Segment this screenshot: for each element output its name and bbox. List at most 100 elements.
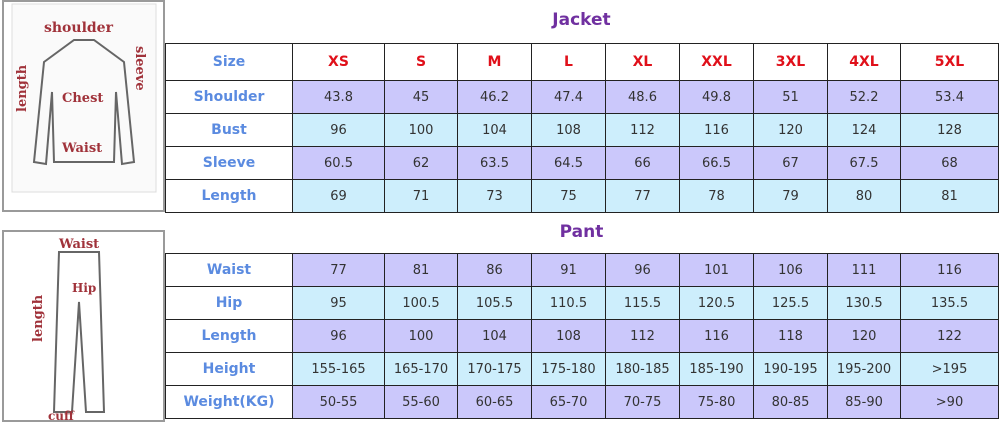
jacket-diagram: shoulder length sleeve Chest Waist [2,0,165,212]
table-cell: 125.5 [753,286,828,320]
size-header-row: Size XS S M L XL XXL 3XL 4XL 5XL [165,43,999,81]
table-row: Weight(KG) 50-55 55-60 60-65 65-70 70-75 75-80… [165,385,999,419]
table-cell: 85-90 [827,385,901,419]
table-cell: 155-165 [292,352,385,386]
table-cell: 75 [531,179,606,213]
table-cell: 62 [384,146,458,180]
table-row: Height 155-165 165-170 170-175 175-180 180-18… [165,352,999,386]
table-cell: 108 [531,319,606,353]
row-label: Waist [165,253,293,287]
table-cell: 128 [900,113,999,147]
table-cell: 70-75 [605,385,680,419]
row-label: Bust [165,113,293,147]
table-cell: 77 [605,179,680,213]
table-cell: 130.5 [827,286,901,320]
table-cell: 112 [605,113,680,147]
table-cell: >195 [900,352,999,386]
table-cell: 64.5 [531,146,606,180]
table-row: Shoulder 43.8 45 46.2 47.4 48.6 49.8 51 52.2 53.4 [165,80,999,114]
row-label: Shoulder [165,80,293,114]
table-cell: 52.2 [827,80,901,114]
table-cell: 120.5 [679,286,754,320]
table-row: Waist 77 81 86 91 96 101 106 111 116 [165,253,999,287]
length-label: length [31,294,46,342]
table-cell: 190-195 [753,352,828,386]
table-cell: 68 [900,146,999,180]
table-cell: 120 [753,113,828,147]
size-l: L [531,43,606,81]
table-row: Length 96 100 104 108 112 116 118 120 122 [165,319,999,353]
pant-title: Pant [559,222,604,242]
table-cell: 180-185 [605,352,680,386]
chest-label: Chest [62,91,103,106]
table-cell: 104 [457,319,532,353]
table-cell: 51 [753,80,828,114]
table-cell: 122 [900,319,999,353]
table-cell: 95 [292,286,385,320]
table-cell: 110.5 [531,286,606,320]
size-xxl: XXL [679,43,754,81]
table-cell: 116 [679,319,754,353]
table-cell: 106 [753,253,828,287]
table-cell: 80-85 [753,385,828,419]
waist-label: Waist [61,141,102,156]
jacket-size-table: Size XS S M L XL XXL 3XL 4XL 5XL Shoulde… [165,43,999,213]
table-cell: 80 [827,179,901,213]
table-cell: 81 [384,253,458,287]
table-cell: 48.6 [605,80,680,114]
table-row: Hip 95 100.5 105.5 110.5 115.5 120.5 125.5 130.5… [165,286,999,320]
table-cell: 104 [457,113,532,147]
row-label: Length [165,319,293,353]
table-cell: 46.2 [457,80,532,114]
table-row: Length 69 71 73 75 77 78 79 80 81 [165,179,999,213]
pant-sketch-icon: Waist length Hip cuff [31,237,106,422]
table-cell: 79 [753,179,828,213]
table-cell: 124 [827,113,901,147]
table-cell: 53.4 [900,80,999,114]
table-cell: 135.5 [900,286,999,320]
table-cell: 100.5 [384,286,458,320]
table-cell: 63.5 [457,146,532,180]
table-cell: 67.5 [827,146,901,180]
table-cell: 100 [384,113,458,147]
table-cell: 81 [900,179,999,213]
size-header: Size [165,43,293,81]
table-cell: 60-65 [457,385,532,419]
table-row: Sleeve 60.5 62 63.5 64.5 66 66.5 67 67.5 68 [165,146,999,180]
size-xs: XS [292,43,385,81]
pant-diagram: Waist length Hip cuff [2,230,165,422]
table-cell: 66 [605,146,680,180]
table-cell: 47.4 [531,80,606,114]
table-cell: 75-80 [679,385,754,419]
table-cell: 91 [531,253,606,287]
table-cell: 45 [384,80,458,114]
table-cell: 170-175 [457,352,532,386]
table-cell: 115.5 [605,286,680,320]
table-cell: 50-55 [292,385,385,419]
table-cell: 43.8 [292,80,385,114]
size-4xl: 4XL [827,43,901,81]
table-cell: 111 [827,253,901,287]
table-cell: 175-180 [531,352,606,386]
table-cell: 67 [753,146,828,180]
table-cell: 96 [292,113,385,147]
pant-size-table: Waist 77 81 86 91 96 101 106 111 116 Hip 95 100.5 105… [165,253,999,419]
table-cell: 101 [679,253,754,287]
table-cell: 86 [457,253,532,287]
table-cell: 112 [605,319,680,353]
table-cell: 71 [384,179,458,213]
hip-label: Hip [72,281,96,295]
table-cell: 66.5 [679,146,754,180]
table-cell: 55-60 [384,385,458,419]
sleeve-label: sleeve [132,46,147,91]
table-cell: 60.5 [292,146,385,180]
table-cell: 185-190 [679,352,754,386]
table-cell: >90 [900,385,999,419]
jacket-sketch-icon: shoulder length sleeve Chest Waist [11,3,157,193]
cuff-label: cuff [48,409,75,422]
table-cell: 73 [457,179,532,213]
row-label: Length [165,179,293,213]
table-cell: 116 [900,253,999,287]
table-cell: 77 [292,253,385,287]
table-cell: 96 [292,319,385,353]
